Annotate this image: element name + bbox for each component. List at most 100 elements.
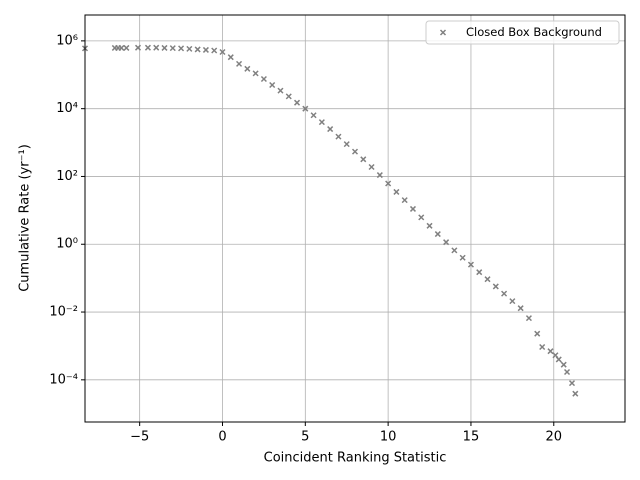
marker-stroke bbox=[572, 390, 579, 397]
marker-stroke bbox=[327, 126, 334, 133]
marker-stroke bbox=[393, 188, 400, 195]
marker-stroke bbox=[211, 47, 218, 54]
marker-stroke bbox=[563, 368, 571, 376]
scatter-point bbox=[467, 261, 474, 268]
marker-stroke bbox=[555, 356, 562, 363]
marker-stroke bbox=[169, 45, 176, 52]
scatter-point bbox=[376, 172, 383, 179]
marker-stroke bbox=[376, 172, 383, 179]
scatter-point bbox=[563, 368, 571, 376]
marker-stroke bbox=[161, 44, 168, 51]
scatter-point bbox=[525, 315, 532, 322]
scatter-point bbox=[123, 44, 130, 51]
scatter-point bbox=[153, 44, 160, 51]
marker-stroke bbox=[385, 180, 392, 187]
y-tick-label: 10⁻² bbox=[49, 305, 78, 320]
marker-stroke bbox=[401, 197, 408, 204]
scatter-point bbox=[572, 390, 579, 397]
scatter-point bbox=[269, 81, 276, 89]
x-axis-label: Coincident Ranking Statistic bbox=[264, 451, 447, 466]
scatter-point bbox=[434, 231, 441, 238]
marker-stroke bbox=[492, 283, 499, 290]
marker-stroke bbox=[534, 330, 541, 337]
scatter-point bbox=[244, 65, 251, 72]
scatter-point bbox=[568, 380, 576, 387]
scatter-point bbox=[509, 298, 516, 305]
marker-stroke bbox=[118, 44, 125, 51]
scatter-point bbox=[285, 93, 292, 100]
marker-stroke bbox=[434, 231, 441, 238]
marker-stroke bbox=[236, 60, 243, 67]
legend-box bbox=[425, 20, 620, 45]
marker-stroke bbox=[219, 48, 226, 56]
scatter-point bbox=[219, 48, 226, 56]
scatter-point bbox=[169, 45, 176, 52]
marker-stroke bbox=[509, 298, 516, 305]
marker-stroke bbox=[501, 290, 508, 297]
marker-stroke bbox=[443, 239, 450, 246]
scatter-point bbox=[236, 60, 243, 67]
scatter-point bbox=[492, 283, 499, 290]
marker-stroke bbox=[459, 254, 466, 261]
scatter-point bbox=[385, 180, 392, 187]
plot-frame bbox=[84, 14, 626, 423]
marker-stroke bbox=[202, 46, 209, 53]
legend-label: Closed Box Background bbox=[466, 25, 602, 39]
marker-stroke bbox=[269, 81, 276, 89]
marker-stroke bbox=[439, 29, 447, 36]
scatter-point bbox=[501, 290, 508, 297]
marker-stroke bbox=[277, 87, 284, 94]
scatter-point bbox=[476, 269, 483, 276]
marker-stroke bbox=[525, 315, 532, 322]
scatter-point bbox=[178, 45, 185, 52]
marker-stroke bbox=[123, 44, 130, 51]
scatter-point bbox=[547, 348, 554, 355]
scatter-point bbox=[144, 44, 151, 51]
y-tick-label: 10⁻⁴ bbox=[49, 372, 78, 387]
scatter-point bbox=[161, 44, 168, 51]
scatter-point bbox=[560, 361, 567, 368]
marker-stroke bbox=[153, 44, 160, 51]
marker-stroke bbox=[260, 75, 267, 83]
scatter-point bbox=[426, 222, 433, 229]
marker-stroke bbox=[194, 46, 201, 53]
scatter-point bbox=[418, 214, 425, 221]
y-tick-label: 10⁰ bbox=[56, 237, 78, 252]
scatter-point bbox=[534, 330, 541, 337]
scatter-point bbox=[293, 99, 301, 106]
marker-stroke bbox=[134, 44, 142, 51]
scatter-point bbox=[335, 133, 342, 140]
marker-stroke bbox=[426, 222, 433, 229]
scatter-point bbox=[134, 44, 142, 51]
scatter-point bbox=[459, 254, 466, 261]
marker-stroke bbox=[360, 156, 367, 163]
scatter-point bbox=[327, 126, 334, 133]
scatter-point bbox=[517, 305, 524, 312]
scatter-point bbox=[194, 46, 201, 53]
marker-stroke bbox=[227, 54, 234, 61]
scatter-point bbox=[368, 163, 375, 171]
x-tick-label: 20 bbox=[545, 430, 562, 445]
marker-stroke bbox=[351, 148, 359, 155]
scatter-point bbox=[360, 156, 367, 163]
scatter-point bbox=[211, 47, 218, 54]
scatter-point bbox=[277, 87, 284, 94]
marker-stroke bbox=[547, 348, 554, 355]
scatter-point bbox=[118, 44, 125, 51]
x-tick-label: −5 bbox=[130, 430, 149, 445]
marker-stroke bbox=[144, 44, 151, 51]
marker-stroke bbox=[178, 45, 185, 52]
scatter-point bbox=[401, 197, 408, 204]
scatter-point bbox=[409, 205, 417, 212]
marker-stroke bbox=[560, 361, 567, 368]
marker-stroke bbox=[409, 205, 417, 212]
marker-stroke bbox=[484, 276, 491, 283]
marker-stroke bbox=[476, 269, 483, 276]
marker-stroke bbox=[343, 141, 350, 148]
scatter-point bbox=[202, 46, 209, 53]
marker-stroke bbox=[368, 163, 375, 171]
y-tick-label: 10² bbox=[56, 169, 78, 184]
scatter-point bbox=[555, 356, 562, 363]
marker-stroke bbox=[244, 65, 251, 72]
